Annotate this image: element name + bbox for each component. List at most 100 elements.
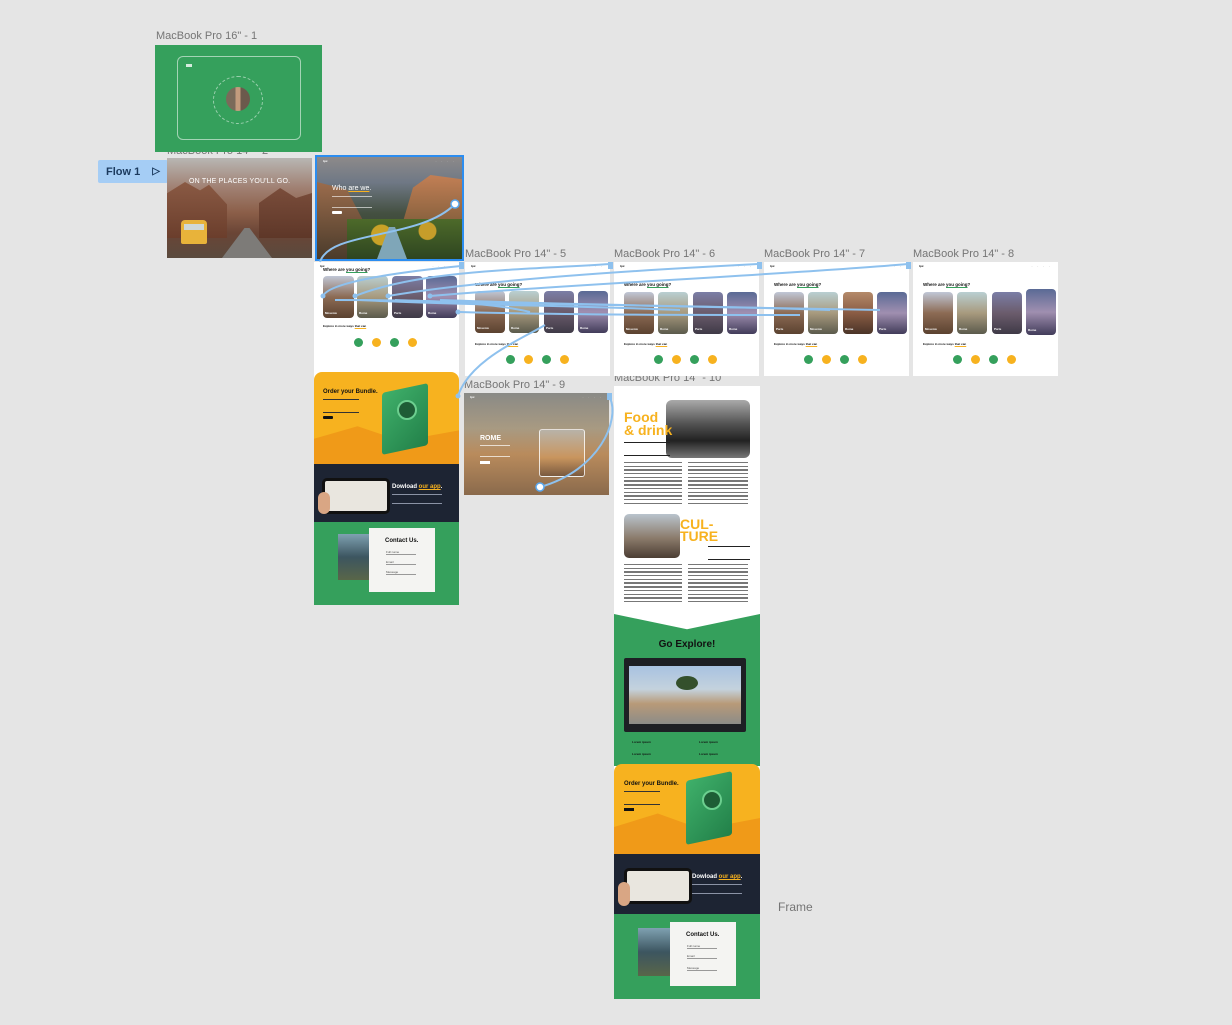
who-post: . [369,185,372,192]
plane-icon[interactable] [408,338,417,347]
nav-links: · · · · [583,264,604,268]
frame-who-are-we[interactable]: tpx · · · · Who are we. [315,155,464,261]
city-card[interactable]: Rome [957,292,987,334]
bundle-text [624,791,660,805]
city-card[interactable]: Rome [1026,289,1056,335]
nav-bar: tpx · · · · [465,262,610,270]
rome-card[interactable] [539,429,585,477]
plane-icon[interactable] [1007,355,1016,364]
contact-field[interactable]: Full name [687,944,717,949]
city-card[interactable]: Paris [392,276,423,318]
nav-logo: tpx [471,264,476,268]
where-heading: Where are you going? [475,282,523,287]
phone-mockup [624,868,692,904]
camera-icon[interactable] [989,355,998,364]
frame-label-8[interactable]: MacBook Pro 14" - 8 [913,248,1015,260]
city-card[interactable]: Moscow [923,292,953,334]
city-card[interactable]: Rome [658,292,688,334]
arrow-node [459,262,464,269]
flow-label: Flow 1 [106,165,141,178]
location-icon[interactable] [654,355,663,364]
location-icon[interactable] [953,355,962,364]
city-card[interactable]: Moscow [475,291,505,333]
frame-label-1[interactable]: MacBook Pro 16" - 1 [156,30,258,42]
frame-label-9[interactable]: MacBook Pro 14" - 9 [464,379,566,391]
frame-macbook-14-5[interactable]: tpx · · · · Where are you going? Moscow R… [465,262,610,376]
frame-label-5[interactable]: MacBook Pro 14" - 5 [465,248,567,260]
camera-icon[interactable] [840,355,849,364]
nav-logo: tpx [323,159,328,163]
city-card[interactable]: Paris [774,292,804,334]
frame-label-6[interactable]: MacBook Pro 14" - 6 [614,248,716,260]
map-icon[interactable] [524,355,533,364]
contact-field[interactable]: Full name [386,550,416,555]
explore-section: Go Explore! Lorem ipsum Lorem ipsum Lore… [614,614,760,766]
contact-field[interactable]: Email [687,954,717,959]
rome-button[interactable] [480,461,490,464]
frame-macbook-14-2[interactable]: ON THE PLACES YOU'LL GO. [167,158,312,258]
contact-field[interactable]: Email [386,560,416,565]
city-card[interactable]: Rome [843,292,873,334]
map-icon[interactable] [372,338,381,347]
frame-macbook-14-7[interactable]: tpx · · · · Where are you going? Paris Mo… [764,262,909,376]
frame-macbook-14-9[interactable]: tpx · · · · ROME [464,393,609,495]
contact-field[interactable]: Message [687,966,717,971]
food-intro [624,442,670,456]
city-card[interactable]: Moscow [808,292,838,334]
nav-bar: tpx · · · · [614,262,759,270]
bundle-button[interactable] [323,416,333,419]
contact-title: Contact Us. [686,932,720,938]
who-pre: Who [332,185,349,192]
explore-title: Go Explore! [658,639,716,650]
nav-logo: tpx [620,264,625,268]
frame-label-frame[interactable]: Frame [778,900,813,914]
who-button[interactable] [332,211,342,214]
city-card[interactable]: Paris [693,292,723,334]
nav-bar: tpx · · · · [317,157,462,165]
city-card[interactable]: Rome [509,291,539,333]
app-section: Dowload our app. [314,464,459,522]
focus-ring [213,76,263,124]
city-card[interactable]: Rome [727,292,757,334]
contact-field[interactable]: Message [386,570,416,575]
explore-item: Lorem ipsum [699,752,718,756]
location-icon[interactable] [354,338,363,347]
frame-destinations-long[interactable]: tpx · · · · Where are you going? Moscow … [314,262,459,605]
flow-start-tag[interactable]: Flow 1 ▷ [98,160,168,183]
city-card[interactable]: Moscow [323,276,354,318]
map-icon[interactable] [672,355,681,364]
bundle-section: Order your Bundle. [614,764,760,854]
food-photo [666,400,750,458]
city-card[interactable]: Paris [877,292,907,334]
city-card[interactable]: Rome [426,276,457,318]
nav-links: · · · · [435,159,456,163]
city-card[interactable]: Rome [578,291,608,333]
contact-section: Contact Us. Full name Email Message [314,522,459,605]
city-card[interactable]: Rome [357,276,388,318]
contact-card: Contact Us. Full name Email Message [369,528,435,592]
camera-icon[interactable] [390,338,399,347]
nav-links: · · · · [882,264,903,268]
canyon-rock-right [259,188,312,238]
map-icon[interactable] [822,355,831,364]
frame-macbook-14-10[interactable]: Food & drink CUL- TURE Go Explore! Lorem i… [614,386,760,999]
frame-macbook-14-6[interactable]: tpx · · · · Where are you going? Moscow R… [614,262,759,376]
city-card[interactable]: Paris [992,292,1022,334]
frame-macbook-16-1[interactable] [155,45,322,152]
location-icon[interactable] [804,355,813,364]
city-card[interactable]: Paris [544,291,574,333]
camera-icon[interactable] [690,355,699,364]
location-icon[interactable] [506,355,515,364]
frame-macbook-14-8[interactable]: tpx · · · · Where are you going? Moscow R… [913,262,1058,376]
plane-icon[interactable] [560,355,569,364]
bundle-button[interactable] [624,808,634,811]
plane-icon[interactable] [708,355,717,364]
explore-video[interactable] [624,658,746,732]
frame-label-7[interactable]: MacBook Pro 14" - 7 [764,248,866,260]
city-card[interactable]: Moscow [624,292,654,334]
plane-icon[interactable] [858,355,867,364]
food-heading: Food & drink [624,409,673,438]
play-icon[interactable]: ▷ [152,166,160,177]
camera-icon[interactable] [542,355,551,364]
map-icon[interactable] [971,355,980,364]
